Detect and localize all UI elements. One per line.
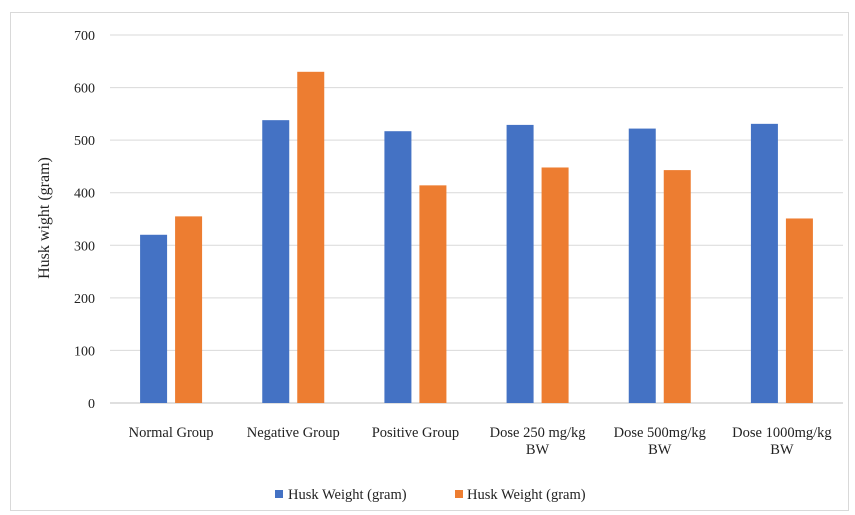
legend-swatch	[455, 490, 463, 498]
bar-series-1	[506, 124, 534, 403]
y-tick-label: 300	[74, 239, 95, 254]
bar-series-2	[175, 216, 203, 403]
bar-series-1	[628, 128, 656, 403]
bars	[140, 71, 813, 404]
y-tick-label: 500	[74, 134, 95, 149]
y-tick-label: 0	[88, 397, 95, 412]
bar-series-1	[384, 131, 412, 403]
x-category-label: Dose 500mg/kg BW	[614, 425, 706, 458]
x-category-label: Positive Group	[372, 425, 459, 441]
x-category-label: Normal Group	[129, 425, 214, 441]
x-axis-category-labels: Normal Group Negative Group Positive Group…	[129, 425, 832, 458]
bar-series-2	[541, 167, 569, 403]
bar-series-2	[663, 170, 691, 403]
y-tick-label: 200	[74, 292, 95, 307]
y-tick-label: 100	[74, 344, 95, 359]
bar-series-2	[419, 185, 447, 403]
gridlines	[110, 34, 843, 404]
legend-label: Husk Weight (gram)	[467, 487, 586, 503]
x-category-label: Dose 1000mg/kg BW	[732, 425, 831, 458]
legend: Husk Weight (gram) Husk Weight (gram)	[275, 487, 586, 503]
legend-swatch	[275, 490, 283, 498]
y-tick-label: 400	[74, 187, 95, 202]
y-axis-title: Husk wight (gram)	[36, 157, 53, 279]
legend-label: Husk Weight (gram)	[288, 487, 407, 503]
bar-series-1	[140, 234, 168, 403]
bar-series-1	[750, 123, 778, 404]
x-category-label: Negative Group	[247, 425, 340, 441]
x-category-label: Dose 250 mg/kg BW	[490, 425, 586, 458]
y-axis-tick-labels: 0 100 200 300 400 500 600 700	[74, 29, 95, 412]
bar-series-2	[785, 218, 813, 403]
bar-series-2	[297, 71, 325, 404]
y-tick-label: 600	[74, 82, 95, 97]
y-tick-label: 700	[74, 29, 95, 44]
bar-series-1	[262, 120, 290, 403]
